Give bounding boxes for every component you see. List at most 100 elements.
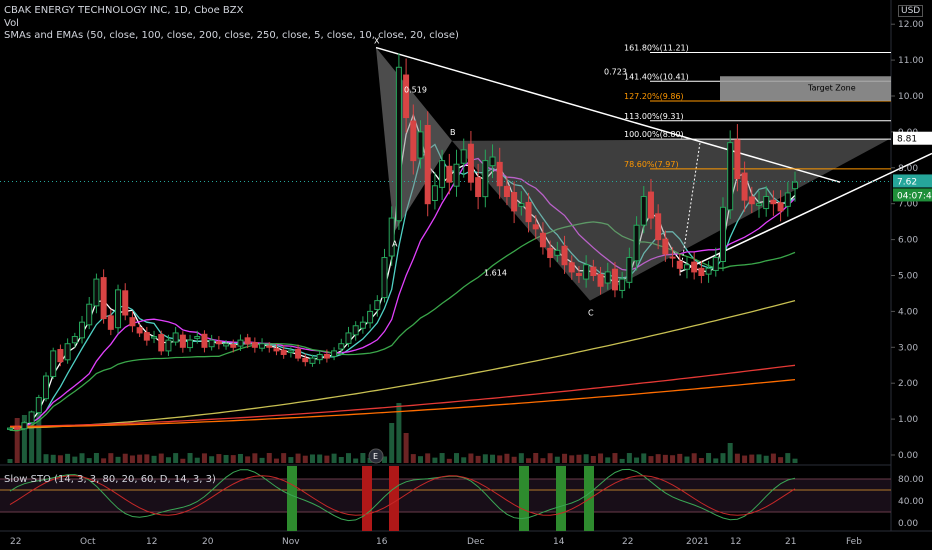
stoch-legend: Slow STO (14, 3, 3, 80, 20, 60, D, 14, 3… bbox=[4, 474, 216, 485]
level-price-tag-bg bbox=[893, 131, 932, 145]
stoch-pane: 80.00 40.00 0.00 bbox=[0, 466, 924, 531]
stoch-d-line bbox=[9, 475, 796, 516]
pattern-point-label: A bbox=[392, 239, 398, 248]
volume-bar bbox=[338, 457, 344, 463]
candle-body bbox=[230, 344, 237, 348]
candle-body bbox=[309, 357, 316, 364]
candle-body bbox=[151, 336, 158, 339]
candle-body bbox=[100, 277, 107, 320]
volume-bar bbox=[439, 453, 445, 463]
candle-body bbox=[525, 201, 532, 223]
candle-body bbox=[626, 257, 633, 283]
candle-body bbox=[482, 160, 489, 198]
candle-body bbox=[590, 266, 597, 277]
volume-bar bbox=[230, 455, 236, 463]
volume-bar bbox=[57, 455, 63, 463]
candle-body bbox=[129, 317, 136, 327]
volume-bar bbox=[281, 453, 287, 463]
volume-bar bbox=[144, 454, 150, 463]
stoch-signal-bar bbox=[362, 466, 372, 531]
stoch-k-line bbox=[9, 468, 796, 522]
candle-body bbox=[554, 249, 561, 256]
volume-bar bbox=[389, 423, 395, 463]
fib-level-label: 100.00%(8.80) bbox=[624, 130, 684, 139]
last-price-tag: 7.62 bbox=[897, 177, 917, 187]
price-tick-label: 6.00 bbox=[898, 236, 918, 246]
volume-bar bbox=[223, 454, 229, 463]
volume-bar bbox=[137, 454, 143, 463]
volume-bar bbox=[360, 453, 366, 463]
candle-body bbox=[691, 261, 698, 273]
volume-bar bbox=[698, 458, 704, 463]
candle-body bbox=[676, 260, 683, 269]
stoch-signal-bar bbox=[519, 466, 529, 531]
candle-body bbox=[79, 321, 86, 339]
candle-body bbox=[489, 156, 496, 167]
volume-bar bbox=[763, 455, 769, 463]
candle-body bbox=[179, 334, 186, 348]
price-tick-label: 10.00 bbox=[898, 92, 924, 102]
price-tick-label: 7.00 bbox=[898, 200, 918, 210]
volume-bar bbox=[691, 453, 697, 463]
volume-bar bbox=[273, 458, 279, 463]
stoch-signal-bar bbox=[556, 466, 566, 531]
volume-bar bbox=[50, 454, 56, 463]
volume-bar bbox=[734, 453, 740, 463]
volume-bar bbox=[302, 455, 308, 463]
candle-body bbox=[237, 339, 244, 347]
candle-body bbox=[57, 349, 64, 363]
volume-bar bbox=[418, 456, 424, 463]
candle-body bbox=[215, 341, 222, 345]
candle-body bbox=[345, 332, 352, 344]
candle-body bbox=[511, 192, 518, 212]
candle-body bbox=[792, 181, 798, 190]
candle-body bbox=[107, 315, 114, 330]
pattern-point-label: C bbox=[588, 309, 594, 318]
volume-bar bbox=[655, 454, 661, 463]
volume-bar bbox=[295, 453, 301, 463]
stoch-tick-label: 40.00 bbox=[898, 497, 924, 507]
volume-bar bbox=[619, 458, 625, 463]
candle-body bbox=[338, 343, 345, 350]
time-tick-label: 12 bbox=[730, 537, 741, 547]
volume-bar bbox=[497, 455, 503, 463]
price-tick-label: 3.00 bbox=[898, 343, 918, 353]
volume-bar bbox=[403, 433, 409, 463]
stoch-band bbox=[0, 479, 891, 512]
candle-body bbox=[71, 336, 78, 344]
fib-level-label: 141.40%(10.41) bbox=[624, 72, 689, 81]
pattern-point-label: B bbox=[450, 128, 456, 137]
volume-bar bbox=[612, 453, 618, 463]
volume-label: Vol bbox=[4, 18, 19, 29]
candle-body bbox=[611, 268, 618, 291]
volume-bar bbox=[511, 456, 517, 463]
sma-100-line bbox=[9, 299, 796, 429]
volume-bar bbox=[151, 455, 157, 463]
candle-body bbox=[784, 192, 791, 207]
candle-body bbox=[777, 202, 784, 212]
candle-body bbox=[727, 142, 734, 211]
volume-bar bbox=[21, 415, 27, 463]
price-tick-label: 2.00 bbox=[898, 379, 918, 389]
time-tick-label: Feb bbox=[846, 537, 862, 547]
candle-body bbox=[323, 353, 330, 359]
volume-bar bbox=[158, 453, 164, 463]
candle-body bbox=[403, 74, 410, 119]
candle-body bbox=[331, 350, 338, 357]
candle-body bbox=[568, 262, 575, 273]
candle-body bbox=[748, 196, 755, 205]
candle-body bbox=[21, 422, 28, 430]
volume-bar bbox=[29, 412, 35, 463]
candle-body bbox=[431, 185, 438, 201]
volume-bar bbox=[475, 455, 481, 463]
time-tick-label: 16 bbox=[376, 537, 388, 547]
target-zone-label: Target Zone bbox=[807, 84, 856, 93]
volume-bar bbox=[569, 455, 575, 463]
price-tick-label: 5.00 bbox=[898, 272, 918, 282]
currency-label[interactable]: USD bbox=[898, 5, 924, 17]
symbol-title: CBAK ENERGY TECHNOLOGY INC, 1D, Cboe BZX bbox=[4, 5, 244, 16]
volume-bars bbox=[7, 403, 798, 463]
candle-body bbox=[374, 300, 381, 310]
time-axis: 22 Oct 12 20 Nov 16 Dec 14 22 2021 12 21 Feb bbox=[10, 537, 862, 547]
